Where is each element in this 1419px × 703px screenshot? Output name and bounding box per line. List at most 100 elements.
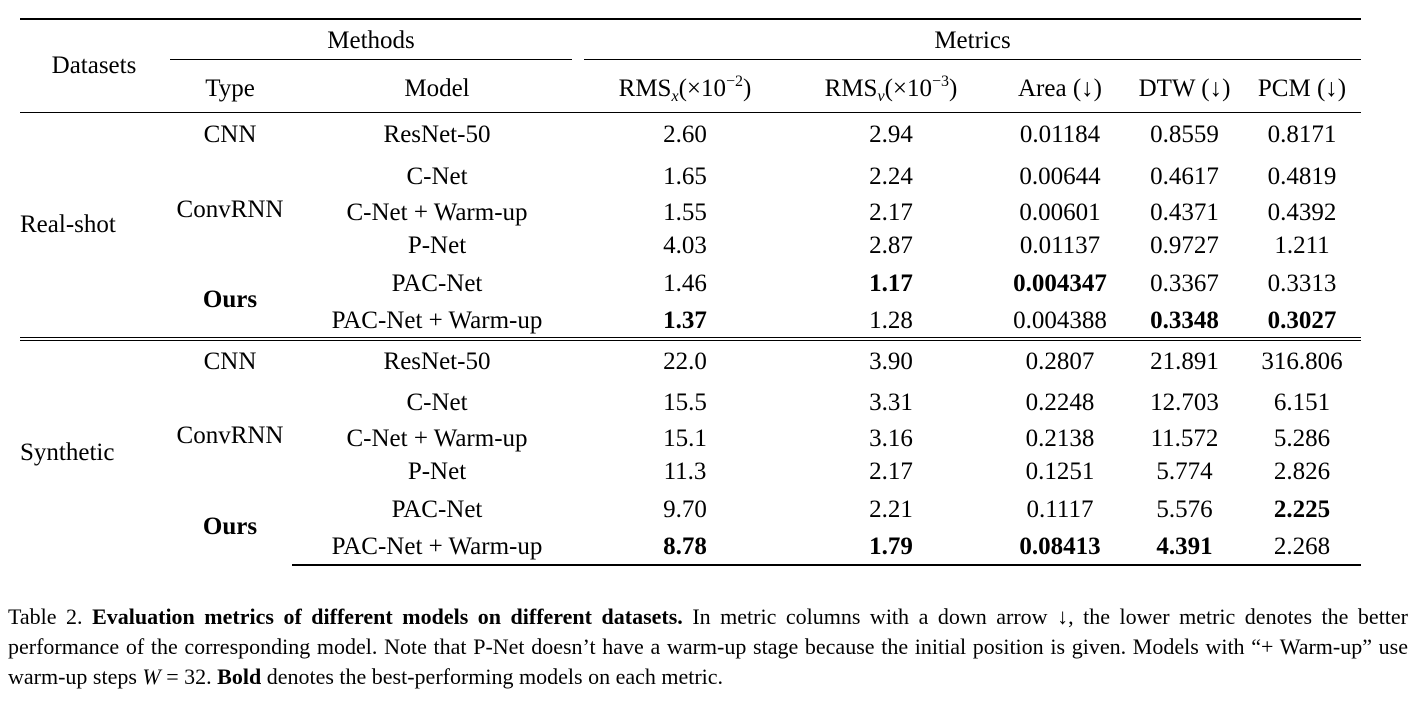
metric-rmsv-cell: 1.28 [869, 306, 913, 334]
model-cell: ResNet-50 [292, 112, 582, 157]
metric-pcm-cell: 6.151 [1273, 388, 1331, 416]
metric-rmsx-cell: 1.46 [663, 269, 707, 297]
model-cell: PAC-Net + Warm-up [331, 306, 543, 334]
table-row: ConvRNN C-Net 15.5 3.31 0.2248 12.703 6.151 [20, 383, 1361, 449]
metric-area-cell: 0.00601 [1019, 198, 1101, 226]
metric-area-cell: 0.01137 [1019, 231, 1101, 259]
metric-pcm-cell: 316.806 [1243, 336, 1362, 383]
metric-pcm-cell: 0.8171 [1243, 112, 1362, 157]
header-model: Model [404, 75, 470, 102]
table-row: C-Net + Warm-up 1.55 2.17 0.00601 0.4371 0.43… [20, 197, 1361, 229]
model-cell: C-Net [406, 388, 468, 416]
caption-text-1: In metric columns with a down arrow ↓, t… [8, 604, 1409, 689]
metric-pcm-cell: 2.225 [1273, 495, 1331, 523]
table-row: P-Net 4.03 2.87 0.01137 0.9727 1.211 [20, 229, 1361, 263]
header-pcm: PCM (↓) [1257, 75, 1347, 102]
type-cell: Ours [202, 285, 258, 313]
table-row: PAC-Net + Warm-up 1.37 1.28 0.004388 0.3348 0… [20, 305, 1361, 339]
metric-rmsx-cell: 22.0 [582, 336, 788, 383]
metric-dtw-cell: 12.703 [1150, 388, 1219, 416]
metric-pcm-cell: 5.286 [1273, 424, 1331, 452]
metric-area-cell: 0.1117 [1026, 495, 1094, 523]
type-cell: CNN [168, 336, 292, 383]
metric-rmsv-cell: 2.17 [869, 198, 913, 226]
header-rmsx: RMSx(×10−2) [618, 72, 752, 105]
metric-area-cell: 0.01184 [994, 112, 1126, 157]
metric-rmsx-cell: 11.3 [663, 457, 707, 485]
metric-rmsv-cell: 3.90 [788, 336, 994, 383]
metric-dtw-cell: 5.576 [1156, 495, 1213, 523]
model-cell: PAC-Net [391, 269, 483, 297]
metric-dtw-cell: 0.3348 [1150, 306, 1219, 334]
group-real-shot: Real-shot CNN ResNet-50 2.60 2.94 0.01184 0.85… [20, 112, 1362, 339]
dataset-label: Synthetic [20, 336, 168, 565]
table-row: Ours PAC-Net 1.46 1.17 0.004347 0.3367 0.3313 [20, 263, 1361, 313]
model-cell: P-Net [407, 457, 467, 485]
metric-dtw-cell: 5.774 [1156, 457, 1213, 485]
metric-dtw-cell: 21.891 [1126, 336, 1243, 383]
metric-rmsv-cell: 2.94 [788, 112, 994, 157]
metric-rmsx-cell: 1.37 [663, 306, 707, 334]
table-row: Real-shot CNN ResNet-50 2.60 2.94 0.01184 0.85… [20, 112, 1362, 339]
model-cell: C-Net + Warm-up [346, 198, 528, 226]
table-row: Ours PAC-Net 9.70 2.21 0.1117 5.576 2.225 [20, 489, 1361, 540]
header-rmsv: RMSv(×10−3) [824, 72, 958, 105]
table-row: C-Net + Warm-up 15.1 3.16 0.2138 11.572 5.286 [20, 423, 1361, 455]
metric-area-cell: 0.004347 [1013, 269, 1107, 297]
metric-area-cell: 0.2807 [994, 336, 1126, 383]
results-table: Datasets Methods Metrics Type Model RMSx… [20, 18, 1362, 566]
metric-area-cell: 0.2138 [1025, 424, 1095, 452]
header-area: Area (↓) [1018, 75, 1102, 102]
type-cell: ConvRNN [176, 195, 284, 223]
group-synthetic: Synthetic CNN ResNet-50 22.0 3.90 0.2807 21.89… [20, 336, 1362, 566]
model-cell: ResNet-50 [292, 336, 582, 383]
type-cell: ConvRNN [176, 421, 284, 449]
metric-rmsv-cell: 1.79 [788, 530, 994, 566]
metric-dtw-cell: 0.3367 [1150, 269, 1219, 297]
metric-rmsv-cell: 2.24 [869, 162, 913, 190]
caption-text-2: denotes the best-performing models on ea… [261, 664, 724, 689]
metric-pcm-cell: 0.3027 [1267, 306, 1337, 334]
caption-equation: = 32. [160, 664, 218, 689]
dataset-label: Real-shot [20, 112, 168, 339]
metric-dtw-cell: 0.9727 [1150, 231, 1219, 259]
metric-dtw-cell: 4.391 [1126, 530, 1243, 566]
metric-pcm-cell: 2.268 [1243, 530, 1362, 566]
metric-area-cell: 0.00644 [1019, 162, 1101, 190]
model-cell: PAC-Net + Warm-up [292, 530, 582, 566]
metric-rmsv-cell: 2.87 [869, 231, 913, 259]
metric-dtw-cell: 0.4617 [1150, 162, 1219, 190]
header-type: Type [205, 75, 255, 102]
metric-pcm-cell: 0.4819 [1267, 162, 1337, 190]
metric-rmsx-cell: 15.5 [663, 388, 707, 416]
metric-rmsx-cell: 1.55 [663, 198, 707, 226]
model-cell: P-Net [407, 231, 467, 259]
metric-dtw-cell: 0.4371 [1150, 198, 1219, 226]
metric-dtw-cell: 11.572 [1150, 424, 1219, 452]
caption-variable: W [142, 664, 161, 689]
metric-rmsx-cell: 2.60 [582, 112, 788, 157]
model-cell: C-Net + Warm-up [346, 424, 528, 452]
caption-bold-word: Bold [217, 664, 262, 689]
type-cell: CNN [168, 112, 292, 157]
metric-area-cell: 0.1251 [1025, 457, 1095, 485]
metric-rmsv-cell: 3.31 [869, 388, 913, 416]
metric-rmsv-cell: 2.21 [869, 495, 913, 523]
table-row: PAC-Net + Warm-up 8.78 1.79 0.08413 4.391 2.2… [20, 530, 1362, 566]
metric-rmsx-cell: 8.78 [582, 530, 788, 566]
metric-rmsv-cell: 1.17 [869, 269, 913, 297]
metric-area-cell: 0.2248 [1025, 388, 1095, 416]
caption-title: Evaluation metrics of different models o… [92, 604, 683, 629]
metric-dtw-cell: 0.8559 [1126, 112, 1243, 157]
header-metrics: Metrics [582, 18, 1362, 66]
metric-pcm-cell: 2.826 [1273, 457, 1331, 485]
metric-pcm-cell: 1.211 [1274, 231, 1330, 259]
metric-rmsv-cell: 2.17 [869, 457, 913, 485]
header-methods: Methods [168, 18, 582, 66]
metric-area-cell: 0.08413 [994, 530, 1126, 566]
metric-area-cell: 0.004388 [1013, 306, 1107, 334]
results-table-container: Datasets Methods Metrics Type Model RMSx… [20, 18, 1362, 566]
table-row: Synthetic CNN ResNet-50 22.0 3.90 0.2807 21.89… [20, 336, 1362, 565]
metric-rmsx-cell: 4.03 [663, 231, 707, 259]
metric-rmsv-cell: 3.16 [869, 424, 913, 452]
